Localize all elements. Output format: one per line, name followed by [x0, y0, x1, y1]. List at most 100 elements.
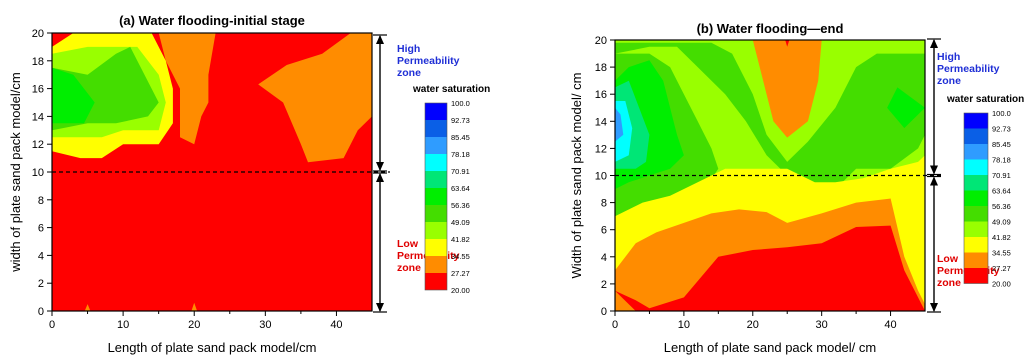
x-tick-label: 10	[678, 319, 690, 331]
y-tick-label: 4	[601, 252, 607, 264]
legend-swatch	[425, 137, 447, 154]
high-permeability-label-line: zone	[397, 67, 421, 79]
y-tick-label: 6	[38, 223, 44, 235]
contour-region-7	[615, 107, 624, 142]
high-permeability-label-line: High	[397, 43, 420, 55]
high-permeability-label-line: Permeability	[397, 55, 460, 67]
legend-swatch	[425, 205, 447, 222]
y-tick-label: 12	[595, 143, 607, 155]
legend-level-label: 70.91	[992, 171, 1011, 180]
x-axis-label: Length of plate sand pack model/cm	[108, 340, 317, 355]
legend-frame	[424, 102, 448, 291]
low-zone-arrow-head-down	[930, 303, 938, 312]
contour-region-12	[785, 40, 790, 47]
legend-level-label: 34.55	[992, 249, 1011, 258]
high-zone-arrow-head-up	[376, 35, 384, 44]
x-tick-label: 30	[259, 319, 271, 331]
legend-level-label: 78.18	[992, 156, 1011, 165]
high-zone-arrow-head-up	[930, 39, 938, 48]
legend-swatch	[964, 144, 988, 160]
low-permeability-label-line: Low	[397, 238, 419, 250]
y-tick-label: 14	[32, 111, 44, 123]
legend-swatch	[425, 239, 447, 256]
y-tick-label: 18	[595, 62, 607, 74]
high-permeability-label: High Permeability zone	[937, 51, 1000, 87]
high-zone-arrow-head-down	[376, 162, 384, 171]
legend-level-label: 92.73	[992, 125, 1011, 134]
y-tick-label: 4	[38, 250, 44, 262]
legend-level-label: 63.64	[451, 184, 470, 193]
legend-level-label: 63.64	[992, 187, 1011, 196]
legend-level-label: 27.27	[992, 264, 1011, 273]
legend-swatch	[964, 206, 988, 222]
y-tick-label: 20	[595, 35, 607, 47]
legend-swatch	[964, 221, 988, 237]
low-permeability-label-line: zone	[937, 277, 961, 289]
legend-level-label: 100.0	[992, 109, 1011, 118]
y-tick-label: 0	[38, 306, 44, 318]
high-permeability-label-line: zone	[937, 75, 961, 87]
legend-title: water saturation	[412, 84, 490, 95]
legend-level-label: 56.36	[992, 202, 1011, 211]
y-tick-label: 10	[595, 171, 607, 183]
legend-swatch	[964, 128, 988, 144]
legend-level-label: 56.36	[451, 201, 470, 210]
contour-region-11	[752, 40, 822, 138]
legend-level-label: 78.18	[451, 150, 470, 159]
x-tick-label: 40	[330, 319, 342, 331]
legend-swatch	[425, 171, 447, 188]
y-tick-label: 2	[601, 279, 607, 291]
legend-swatch	[964, 252, 988, 268]
legend-frame	[963, 112, 989, 284]
low-zone-arrow-head-down	[376, 303, 384, 312]
y-tick-label: 20	[32, 28, 44, 40]
legend-swatch	[425, 273, 447, 290]
high-zone-arrow-head-down	[930, 165, 938, 175]
y-tick-label: 10	[32, 167, 44, 179]
x-tick-label: 20	[747, 319, 759, 331]
contour-region-6	[84, 304, 91, 311]
legend-level-label: 20.00	[451, 286, 470, 295]
plot-area	[52, 33, 372, 311]
legend-level-label: 85.45	[451, 133, 470, 142]
y-tick-label: 18	[32, 56, 44, 68]
legend-swatch	[964, 268, 988, 284]
contour-region-7	[191, 302, 198, 311]
y-tick-label: 16	[32, 84, 44, 96]
legend-level-label: 27.27	[451, 269, 470, 278]
legend-level-label: 85.45	[992, 140, 1011, 149]
legend-level-label: 70.91	[451, 167, 470, 176]
legend-level-label: 92.73	[451, 116, 470, 125]
x-tick-label: 20	[188, 319, 200, 331]
x-tick-label: 0	[612, 319, 618, 331]
high-permeability-label-line: High	[937, 51, 960, 63]
contour-region-4	[887, 87, 925, 129]
legend-level-label: 41.82	[451, 235, 470, 244]
legend-title: water saturation	[946, 94, 1024, 105]
legend-level-label: 49.09	[992, 218, 1011, 227]
y-axis-label: width of plate sand pack model/cm	[8, 72, 23, 272]
y-tick-label: 16	[595, 89, 607, 101]
chart-panel-b: 0 10 20 30 40 0 2 4 6 8 10 12 14 16 18 20 (b) Water floo…	[569, 21, 1024, 355]
legend-level-label: 41.82	[992, 233, 1011, 242]
contour-region-1	[615, 42, 925, 190]
y-tick-label: 0	[601, 306, 607, 318]
contour-region-4	[52, 67, 95, 124]
low-permeability-label-line: zone	[397, 262, 421, 274]
y-tick-label: 14	[595, 116, 607, 128]
chart-title: (a) Water flooding-initial stage	[119, 13, 305, 28]
high-permeability-label-line: Permeability	[937, 63, 1000, 75]
legend-level-label: 100.0	[451, 99, 470, 108]
chart-panel-a: 0 10 20 30 40 0 2 4 6 8 10 12 14 16 18 20 (a) Water floo…	[8, 13, 490, 355]
legend-level-label: 20.00	[992, 280, 1011, 289]
y-tick-label: 8	[38, 195, 44, 207]
low-permeability-label-line: Low	[937, 253, 959, 265]
legend-level-label: 49.09	[451, 218, 470, 227]
y-tick-label: 8	[601, 198, 607, 210]
legend-swatch	[425, 103, 447, 120]
chart-title: (b) Water flooding—end	[697, 21, 844, 36]
legend-swatch	[964, 175, 988, 191]
legend-swatch	[964, 237, 988, 253]
legend-level-label: 34.55	[451, 252, 470, 261]
